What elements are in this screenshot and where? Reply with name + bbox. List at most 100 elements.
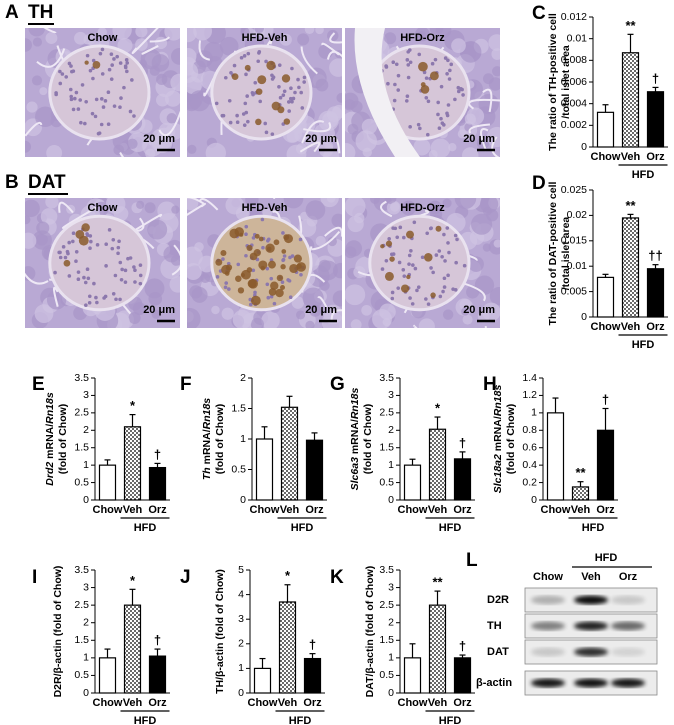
nucleus — [243, 101, 248, 106]
y-tick-label: 0.025 — [561, 184, 587, 196]
y-axis-label-part: Slc18a2 — [492, 454, 504, 493]
stained-cell — [266, 60, 276, 71]
nucleus — [282, 254, 287, 258]
y-tick-label: 3 — [388, 389, 394, 401]
nucleus — [107, 67, 112, 72]
y-tick-label: 1 — [388, 459, 394, 471]
nucleus — [70, 69, 74, 74]
significance-mark: * — [285, 568, 291, 583]
y-tick-label: 2.5 — [379, 407, 394, 419]
group-label: HFD — [291, 522, 314, 534]
blot-band — [574, 678, 608, 688]
stained-cell — [255, 118, 262, 126]
cell — [474, 275, 495, 295]
nucleus — [104, 264, 108, 268]
stained-cell — [281, 249, 287, 254]
y-tick-label: 0.01 — [567, 260, 588, 272]
image-label: HFD-Orz — [400, 202, 445, 214]
y-tick-label: 1.5 — [379, 634, 394, 646]
nucleus — [426, 302, 431, 306]
nucleus — [106, 90, 111, 95]
nucleus — [85, 53, 90, 58]
membrane — [324, 226, 342, 237]
cell — [305, 200, 326, 220]
bar — [255, 438, 274, 501]
cell — [25, 215, 31, 225]
nucleus — [94, 97, 99, 102]
x-tick-label: Chow — [591, 321, 621, 333]
cell — [169, 276, 180, 293]
stained-cell — [220, 249, 227, 256]
nucleus — [416, 285, 421, 289]
nucleus — [416, 122, 421, 127]
nucleus — [95, 300, 99, 305]
y-tick-label: 2.5 — [74, 599, 89, 611]
stained-cell — [247, 279, 257, 289]
membrane — [52, 286, 59, 307]
bar — [123, 604, 142, 694]
nucleus — [281, 93, 286, 97]
nucleus — [245, 94, 249, 98]
y-tick-label: 1 — [83, 459, 89, 471]
cell — [361, 304, 372, 316]
micrograph-content — [187, 198, 342, 328]
membrane — [330, 309, 342, 323]
micrograph-content — [345, 28, 500, 157]
bar — [596, 276, 615, 318]
nucleus — [445, 113, 450, 118]
nucleus — [453, 233, 458, 238]
nucleus — [95, 243, 100, 247]
cell — [45, 198, 59, 209]
significance-mark: * — [435, 400, 441, 415]
x-tick-label: Orz — [305, 504, 324, 516]
nucleus — [251, 268, 256, 273]
group-label: HFD — [632, 339, 655, 351]
cell — [461, 147, 479, 157]
nucleus — [92, 281, 96, 286]
cell — [191, 286, 208, 303]
y-axis-label: /total islet area — [560, 45, 572, 119]
stained-cell — [244, 64, 251, 71]
cell — [170, 47, 180, 65]
y-tick-label: 0.6 — [522, 441, 537, 453]
protein-label: β-actin — [476, 677, 512, 689]
nucleus — [404, 99, 409, 103]
x-tick-label: Orz — [148, 697, 167, 709]
blot-band — [574, 647, 608, 657]
nucleus — [299, 90, 303, 95]
nucleus — [402, 274, 407, 278]
stained-cell — [273, 239, 280, 246]
cell — [370, 198, 380, 204]
cell — [332, 262, 342, 279]
blot-band — [611, 595, 645, 605]
nucleus — [112, 57, 116, 61]
significance-mark: † — [309, 637, 316, 652]
blot-group: HFD — [595, 552, 618, 564]
group-label: HFD — [134, 522, 157, 534]
nucleus — [103, 99, 108, 103]
bar — [280, 406, 299, 501]
cell — [327, 236, 337, 247]
cell — [225, 198, 245, 215]
x-tick-label: Orz — [453, 504, 472, 516]
nucleus — [449, 62, 454, 67]
panel-letter: D — [532, 173, 546, 194]
membrane — [25, 121, 43, 137]
membrane — [119, 152, 125, 157]
cell — [372, 309, 392, 328]
nucleus — [446, 273, 450, 278]
x-tick-label: Orz — [646, 151, 665, 163]
nucleus — [420, 255, 425, 260]
stained-cell — [270, 281, 279, 290]
membrane — [171, 244, 180, 276]
nucleus — [462, 263, 467, 268]
nucleus — [277, 63, 282, 67]
membrane — [149, 36, 170, 43]
islet — [48, 214, 151, 312]
nucleus — [71, 107, 76, 112]
nucleus — [439, 84, 444, 89]
cell — [319, 280, 330, 291]
micrograph — [25, 198, 180, 328]
cell — [187, 144, 197, 154]
nucleus — [441, 289, 445, 294]
